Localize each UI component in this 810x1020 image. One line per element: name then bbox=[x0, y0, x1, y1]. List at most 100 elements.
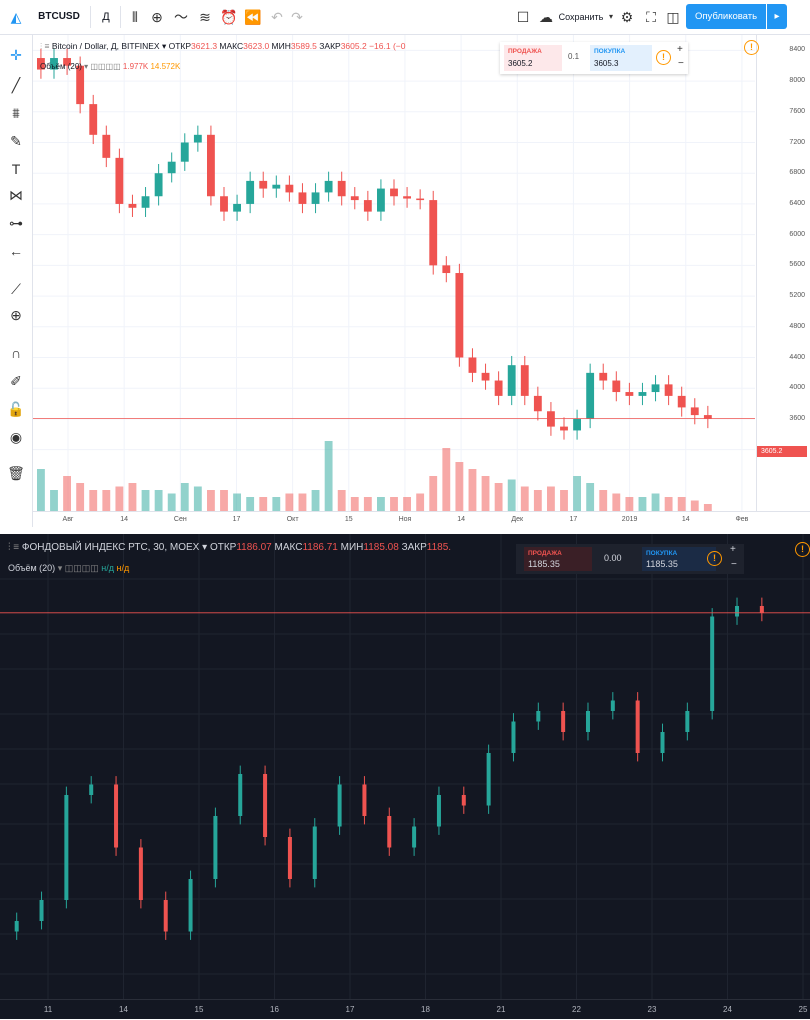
candle bbox=[337, 180, 346, 197]
ruler-icon[interactable]: ⟋ bbox=[11, 281, 21, 297]
info-icon[interactable]: ! bbox=[795, 542, 810, 557]
separator bbox=[0, 527, 810, 534]
btc-price-plot[interactable] bbox=[33, 35, 755, 511]
redo-icon[interactable]: ↷ bbox=[291, 9, 303, 25]
candle bbox=[114, 784, 119, 848]
buy-price: 1185.35 bbox=[646, 559, 678, 569]
eye-icon[interactable]: ◉ bbox=[9, 429, 23, 445]
rts-price-plot[interactable] bbox=[0, 534, 810, 999]
candle bbox=[272, 184, 281, 189]
candle bbox=[664, 384, 673, 396]
volume-bar bbox=[377, 497, 385, 511]
replay-icon[interactable]: ⏪ bbox=[244, 9, 262, 25]
legend-icon[interactable]: ⫶ ≡ bbox=[8, 542, 22, 553]
volume-controls-icon[interactable]: ▾ ◫◫◫◫ bbox=[57, 563, 99, 573]
candle bbox=[238, 774, 243, 816]
buy-button[interactable]: ПОКУПКА 1185.35 bbox=[642, 547, 716, 571]
candle bbox=[188, 879, 193, 932]
low-label: МИН bbox=[340, 542, 364, 553]
volume-bar bbox=[429, 476, 438, 511]
sell-button[interactable]: ПРОДАЖА 3605.2 bbox=[504, 45, 562, 71]
save-button[interactable]: Сохранить bbox=[558, 12, 604, 22]
back-arrow-icon[interactable]: ← bbox=[9, 243, 23, 259]
chart-style-icon[interactable]: ⫴ bbox=[132, 9, 138, 25]
camera-icon[interactable]: ◫ bbox=[666, 9, 680, 25]
sell-button[interactable]: ПРОДАЖА 1185.35 bbox=[524, 547, 592, 571]
price-axis[interactable]: 8400 8000 7600 7200 6800 6400 6000 5600 5200 4800… bbox=[756, 35, 810, 511]
price-tick-label: 8400 bbox=[789, 46, 805, 54]
trendline-icon[interactable]: ╱ bbox=[11, 77, 21, 93]
candle bbox=[141, 196, 150, 208]
interval-button[interactable]: Д bbox=[102, 11, 110, 23]
volume-bar bbox=[481, 476, 490, 511]
legend-icon[interactable]: ⫶ ≡ bbox=[40, 41, 52, 51]
logo-icon[interactable]: ◭ bbox=[10, 9, 22, 25]
magnet-icon[interactable]: ∩ bbox=[10, 345, 22, 361]
candle bbox=[263, 774, 268, 837]
candle bbox=[14, 921, 19, 932]
volume-label[interactable]: Объём (20) bbox=[40, 62, 82, 71]
volume-value-2: н/д bbox=[116, 563, 130, 573]
minus-icon[interactable]: − bbox=[731, 559, 737, 570]
lock-icon[interactable]: 🔓 bbox=[7, 401, 25, 417]
undo-icon[interactable]: ↶ bbox=[271, 9, 283, 25]
legend-title[interactable]: Bitcoin / Dollar, Д, BITFINEX bbox=[51, 41, 160, 51]
crosshair-icon[interactable]: ✛ bbox=[10, 47, 22, 63]
brush-icon[interactable]: ✎ bbox=[10, 133, 22, 149]
volume-label[interactable]: Объём (20) bbox=[8, 563, 56, 573]
volume-bar bbox=[586, 483, 595, 511]
info-icon[interactable]: ! bbox=[656, 50, 671, 65]
symbol-legend: ⫶ ≡ ФОНДОВЫЙ ИНДЕКС РТС, 30, MOEX ▾ ОТКР… bbox=[8, 542, 451, 553]
volume-bar bbox=[350, 497, 359, 511]
trash-icon[interactable]: 🗑 bbox=[7, 465, 25, 481]
lock-drawing-icon[interactable]: ✐ bbox=[10, 373, 22, 389]
chevron-down-icon[interactable]: ▾ bbox=[608, 12, 613, 21]
time-axis[interactable]: 11 14 15 16 17 18 21 22 23 24 25 bbox=[0, 999, 810, 1020]
publish-arrow-icon[interactable]: ▸ bbox=[767, 4, 787, 29]
plus-icon[interactable]: + bbox=[730, 544, 736, 555]
time-tick-label: 23 bbox=[647, 1005, 657, 1014]
sell-label: ПРОДАЖА bbox=[508, 48, 542, 55]
volume-bar bbox=[573, 476, 581, 511]
info-icon[interactable]: ! bbox=[707, 551, 722, 566]
plus-icon[interactable]: + bbox=[677, 44, 683, 55]
symbol-search-button[interactable]: BTCUSD bbox=[38, 11, 80, 22]
candle bbox=[536, 711, 541, 722]
volume-controls-icon[interactable]: ▾ ◫◫◫◫ bbox=[84, 62, 121, 71]
compare-icon[interactable]: 〜 bbox=[174, 9, 188, 25]
candle bbox=[511, 721, 516, 753]
settings-icon[interactable]: ⚙ bbox=[620, 9, 634, 25]
text-icon[interactable]: T bbox=[11, 161, 21, 177]
fullscreen-icon[interactable]: ⛶ bbox=[646, 9, 656, 25]
zoom-icon[interactable]: ⊕ bbox=[10, 307, 22, 323]
time-tick-label: 15 bbox=[344, 516, 353, 523]
candle bbox=[377, 188, 385, 212]
forecast-icon[interactable]: ⊶ bbox=[9, 215, 23, 231]
minus-icon[interactable]: − bbox=[678, 58, 684, 69]
buy-button[interactable]: ПОКУПКА 3605.3 bbox=[590, 45, 652, 71]
time-axis[interactable]: Авг 14 Сен 17 Окт 15 Ноя 14 Дек 17 2019 14 Фев bbox=[33, 511, 810, 528]
candle bbox=[685, 711, 690, 732]
publish-button[interactable]: Опубликовать bbox=[686, 4, 766, 29]
chevron-down-icon[interactable]: ▾ bbox=[159, 41, 169, 51]
open-value: 1186.07 bbox=[236, 542, 272, 553]
legend-title[interactable]: ФОНДОВЫЙ ИНДЕКС РТС, 30, MOEX bbox=[21, 542, 200, 553]
fib-icon[interactable]: ⩩ bbox=[12, 105, 20, 121]
candle bbox=[573, 418, 581, 431]
btc-chart-window: ◭ BTCUSD Д ⫴ ⊕ 〜 ≋ ⏰ ⏪ ↶ ↷ ☐ ☁ Сохранить… bbox=[0, 4, 810, 528]
add-indicator-icon[interactable]: ⊕ bbox=[151, 9, 163, 25]
candle bbox=[312, 826, 317, 879]
candle bbox=[660, 732, 665, 753]
indicators-icon[interactable]: ≋ bbox=[199, 9, 211, 25]
pattern-icon[interactable]: ⋈ bbox=[9, 187, 23, 203]
volume-bar bbox=[625, 497, 634, 511]
candle bbox=[561, 711, 566, 732]
candle bbox=[220, 196, 228, 212]
layout-icon[interactable]: ☐ bbox=[516, 9, 530, 25]
info-icon[interactable]: ! bbox=[744, 40, 759, 55]
volume-bar bbox=[167, 493, 176, 511]
chevron-down-icon[interactable]: ▾ bbox=[199, 542, 210, 553]
alert-icon[interactable]: ⏰ bbox=[220, 9, 238, 25]
candle bbox=[180, 142, 189, 162]
candle bbox=[324, 180, 333, 193]
